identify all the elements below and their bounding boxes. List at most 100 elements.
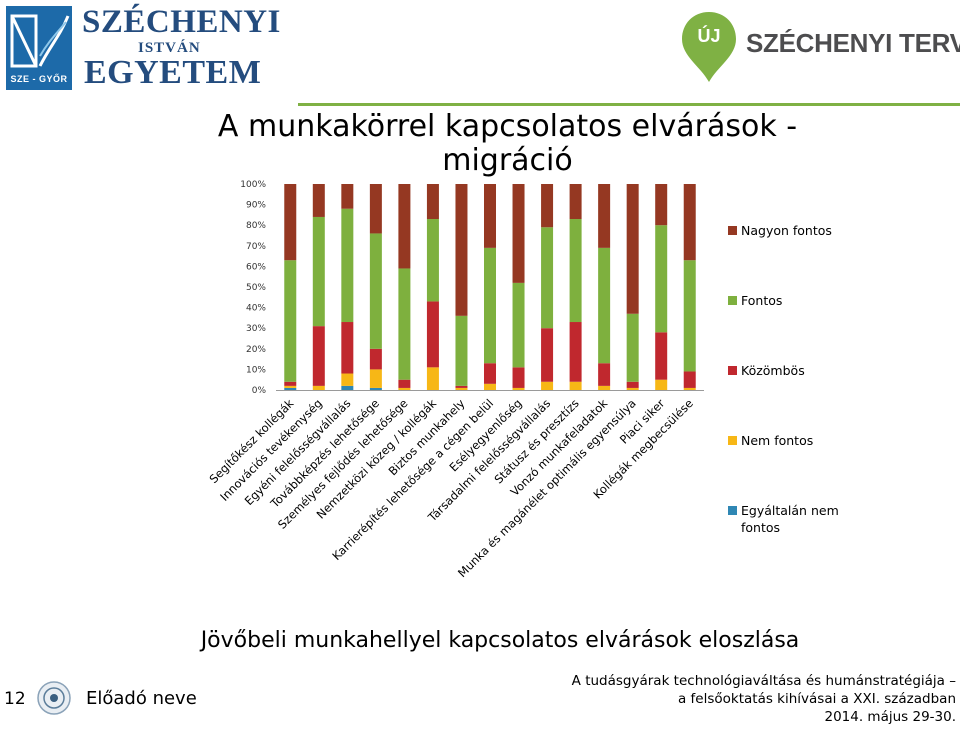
- y-tick-label: 60%: [246, 262, 266, 272]
- bar-segment: [598, 247, 611, 364]
- bar-segment: [598, 385, 611, 390]
- y-tick-label: 90%: [246, 201, 266, 211]
- bar-segment: [312, 216, 325, 327]
- bar-segment: [369, 233, 382, 349]
- university-name-line2: ISTVÁN: [138, 40, 201, 56]
- bar-segment: [541, 328, 554, 382]
- bar-segment: [683, 184, 696, 261]
- y-tick-label: 10%: [246, 365, 266, 375]
- legend-label: Egyáltalán nem fontos: [741, 503, 839, 535]
- conference-info: A tudásgyárak technológiaváltása és humá…: [520, 672, 956, 726]
- bar-segment: [455, 385, 468, 388]
- bar-segment: [598, 363, 611, 386]
- bar-segment: [484, 184, 496, 248]
- legend-swatch: [728, 436, 737, 445]
- bar-segment: [369, 369, 382, 388]
- bar-segment: [284, 184, 297, 261]
- legend-swatch: [728, 366, 737, 375]
- bar-segment: [512, 387, 525, 390]
- bar-segment: [626, 313, 639, 382]
- bar-segment: [369, 387, 382, 390]
- bar-segment: [284, 385, 297, 388]
- legend-label: Nem fontos: [741, 433, 813, 448]
- bar-segment: [512, 184, 525, 283]
- bar-segment: [626, 387, 639, 390]
- bar-segment: [484, 383, 496, 390]
- legend-swatch: [728, 296, 737, 305]
- bar-segment: [541, 381, 554, 390]
- seal-caption: SZE - GYŐR: [10, 74, 68, 84]
- chart-caption: Jövőbeli munkahellyel kapcsolatos elvárá…: [200, 628, 800, 653]
- presenter-logo-icon: [37, 681, 71, 715]
- pin-label: ÚJ: [697, 26, 721, 46]
- header-divider: [298, 103, 960, 106]
- legend-swatch: [728, 506, 737, 515]
- slide-title-line1: A munkakörrel kapcsolatos elvárások -: [217, 109, 798, 144]
- y-tick-label: 80%: [246, 221, 266, 231]
- bar-segment: [569, 219, 582, 323]
- conference-line1: A tudásgyárak technológiaváltása és humá…: [571, 673, 956, 689]
- slide-title-line2: migráció: [442, 143, 573, 178]
- y-tick-label: 40%: [246, 304, 266, 314]
- bar-segment: [312, 326, 325, 386]
- university-seal-icon: [6, 6, 72, 90]
- y-tick-label: 20%: [246, 345, 266, 355]
- bar-segment: [455, 387, 468, 390]
- page-number: 12: [4, 689, 26, 709]
- university-name-line1: SZÉCHENYI: [82, 4, 281, 40]
- bar-segment: [398, 379, 411, 388]
- bar-segment: [369, 184, 382, 234]
- bar-segment: [541, 184, 554, 228]
- y-tick-label: 70%: [246, 242, 266, 252]
- bar-segment: [284, 260, 297, 382]
- szechenyi-terv-logo: ÚJ SZÉCHENYI TERV: [680, 10, 960, 96]
- bar-segment: [341, 373, 354, 386]
- bar-segment: [284, 387, 297, 390]
- university-name-line3: EGYETEM: [84, 54, 262, 91]
- bar-segment: [598, 184, 611, 248]
- bar-segment: [484, 247, 496, 364]
- bar-segment: [512, 367, 525, 388]
- y-tick-label: 30%: [246, 324, 266, 334]
- legend-label: Fontos: [741, 293, 782, 308]
- bar-segment: [398, 268, 411, 380]
- conference-date: 2014. május 29-30.: [824, 709, 956, 725]
- bar-segment: [341, 385, 354, 390]
- map-pin-icon: [682, 12, 736, 82]
- bar-segment: [683, 387, 696, 390]
- y-tick-label: 50%: [246, 283, 266, 293]
- bar-segment: [683, 371, 696, 388]
- bar-segment: [455, 184, 468, 316]
- bar-segment: [484, 363, 496, 384]
- bar-segment: [569, 184, 582, 220]
- bar-segment: [541, 227, 554, 329]
- y-tick-label: 0%: [252, 386, 267, 396]
- bar-segment: [426, 184, 439, 220]
- bar-segment: [569, 381, 582, 390]
- bar-segment: [284, 381, 297, 386]
- bar-segment: [312, 385, 325, 390]
- university-logo: SZE - GYŐR SZÉCHENYI ISTVÁN EGYETEM: [6, 4, 298, 94]
- bar-segment: [426, 367, 439, 390]
- bar-segment: [341, 322, 354, 374]
- bar-segment: [655, 184, 668, 226]
- bar-segment: [655, 332, 668, 380]
- y-tick-label: 100%: [240, 180, 266, 190]
- bar-segment: [398, 387, 411, 390]
- bar-segment: [569, 322, 582, 382]
- bar-segment: [455, 315, 468, 386]
- bar-segment: [626, 381, 639, 388]
- bar-segment: [683, 260, 696, 372]
- bar-segment: [655, 379, 668, 390]
- bar-segment: [655, 225, 668, 333]
- bar-segment: [626, 184, 639, 314]
- presenter-name: Előadó neve: [86, 688, 197, 709]
- legend-swatch: [728, 226, 737, 235]
- bar-segment: [341, 208, 354, 323]
- conference-line2: a felsőoktatás kihívásai a XXI. századba…: [677, 691, 956, 707]
- bar-segment: [341, 184, 354, 209]
- slide-title: A munkakörrel kapcsolatos elvárások - mi…: [180, 110, 835, 178]
- program-name: SZÉCHENYI TERV: [746, 28, 960, 58]
- bar-segment: [369, 348, 382, 370]
